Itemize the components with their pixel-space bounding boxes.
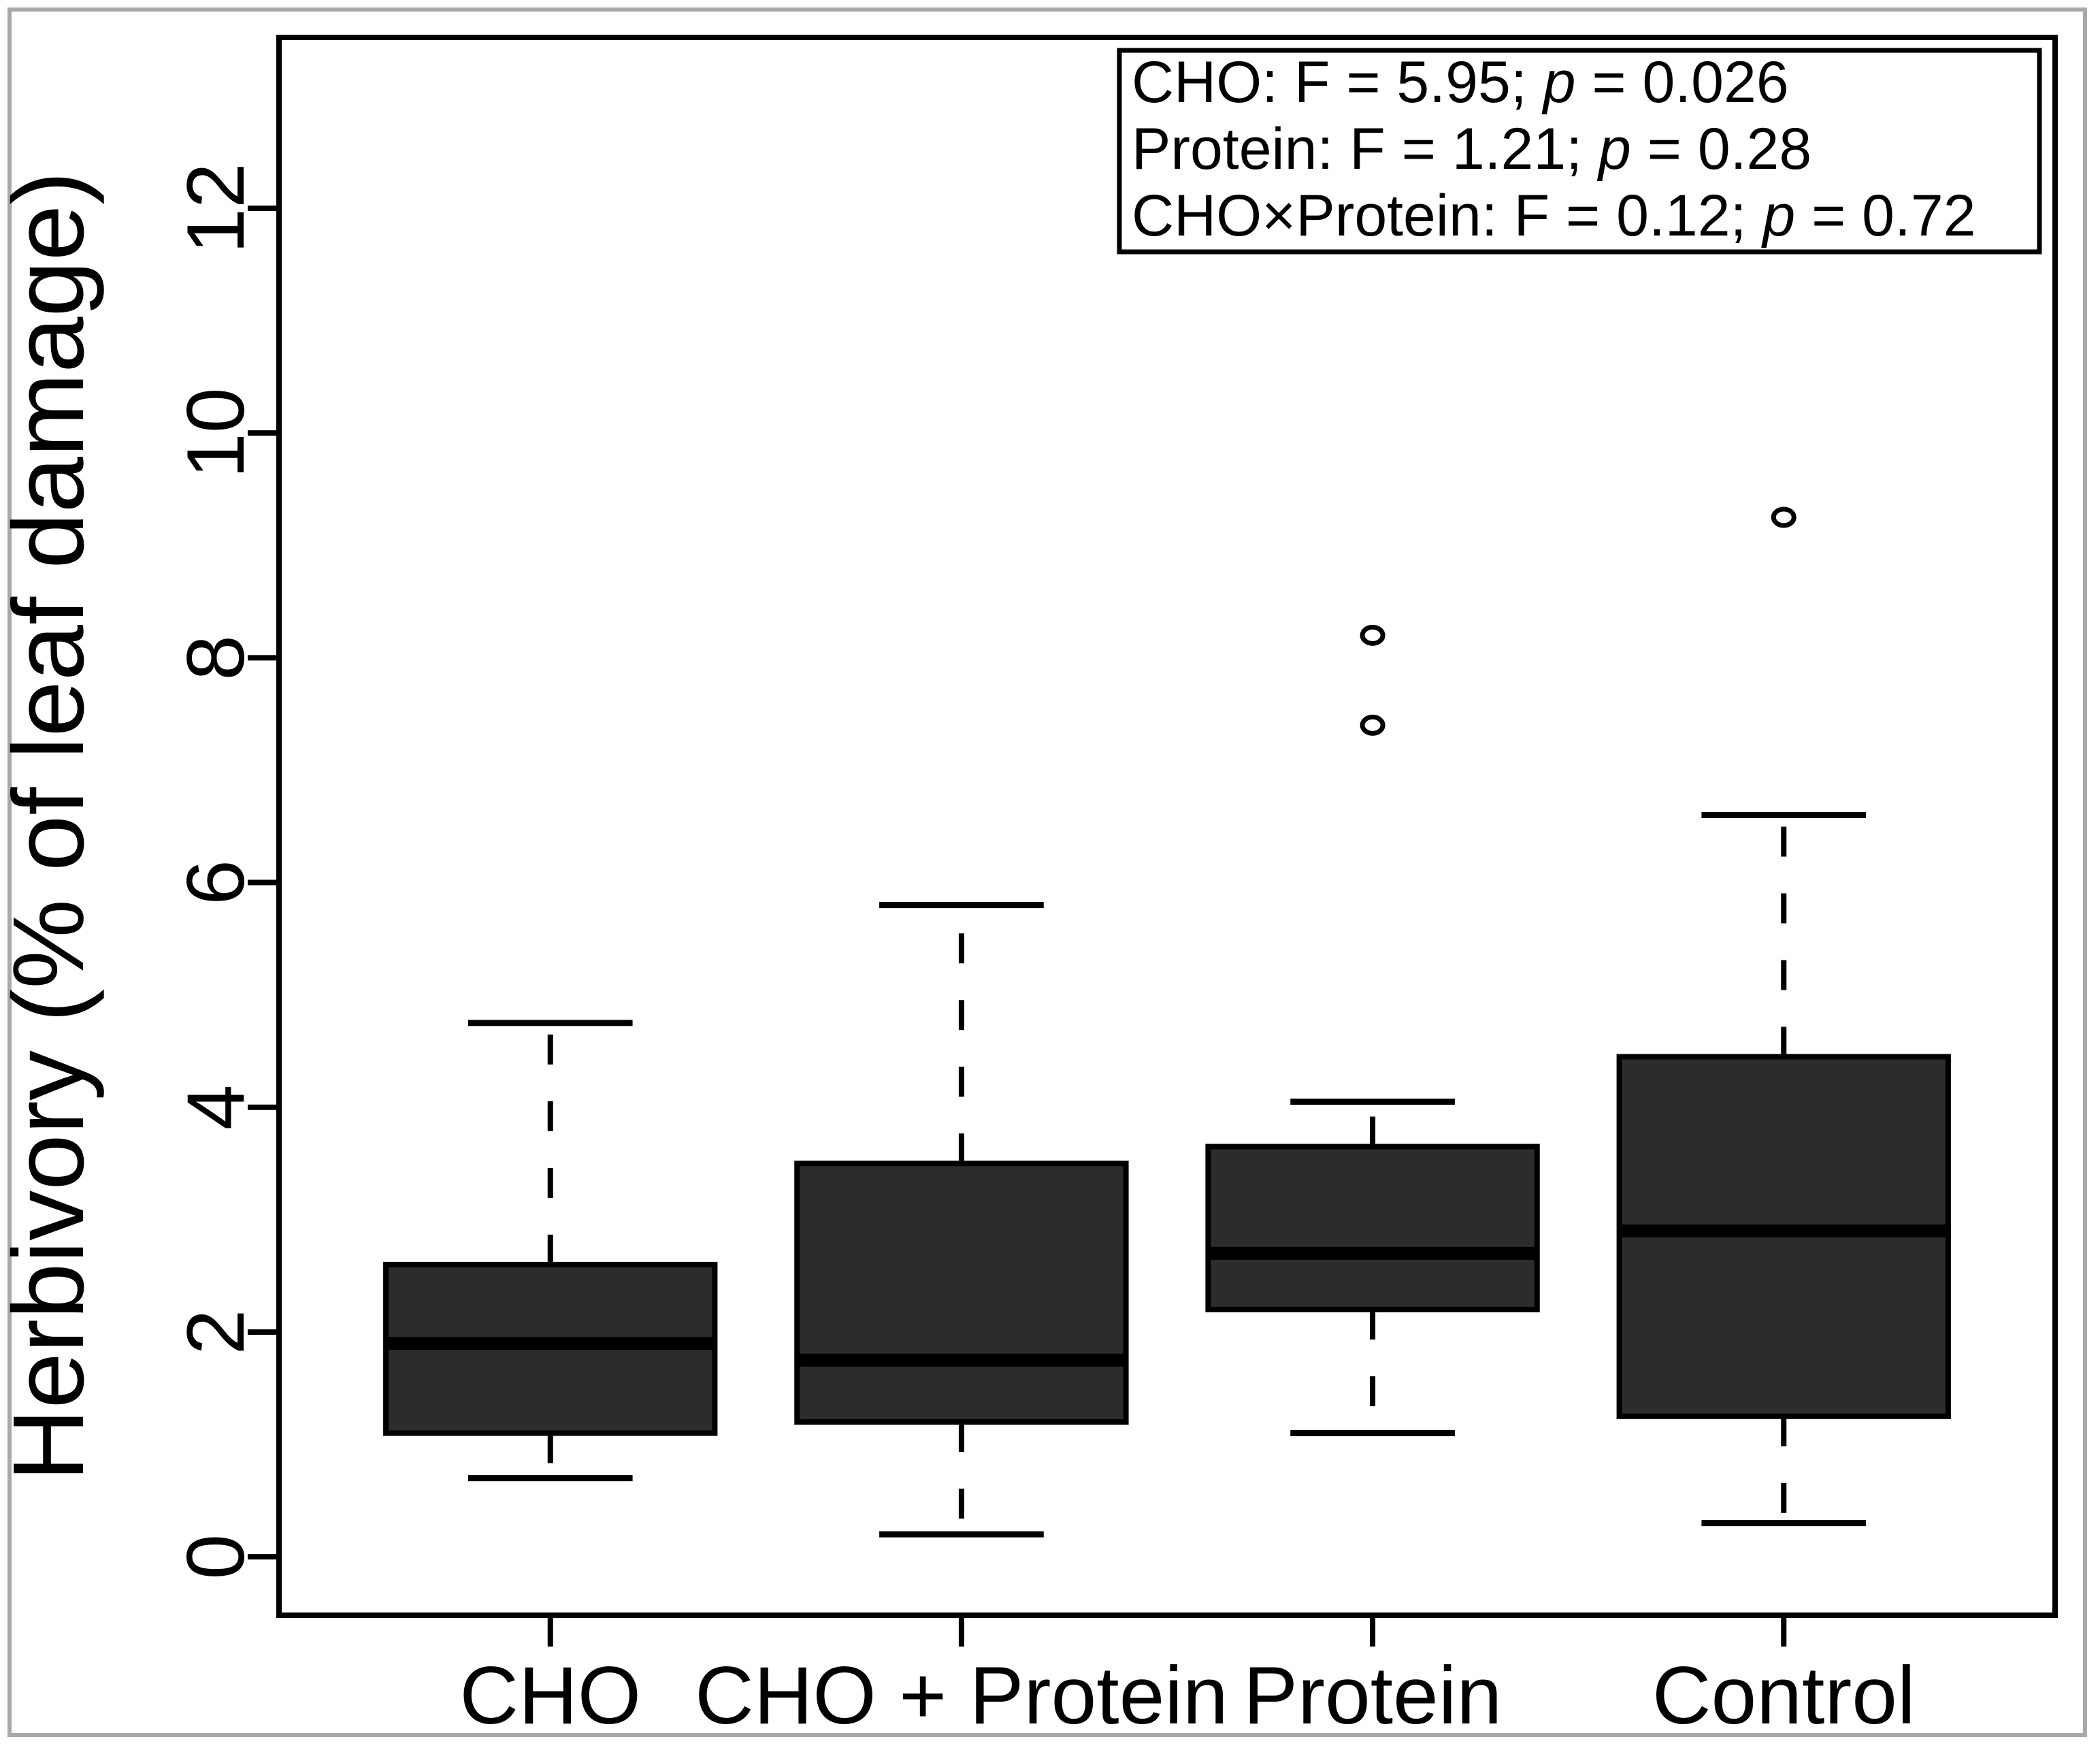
box-group-cho-protein xyxy=(794,1161,1129,1425)
y-tick-label: 12 xyxy=(170,163,261,253)
x-tick-label-control: Control xyxy=(1652,1650,1916,1741)
figure-border xyxy=(7,7,2087,1737)
plot-area-border xyxy=(276,35,2058,1618)
x-tick-label-protein: Protein xyxy=(1243,1650,1502,1741)
stats-line: Protein: F = 1.21; p = 0.28 xyxy=(1132,116,1811,182)
whiskers-layer xyxy=(467,811,1867,1538)
stats-line: CHO: F = 5.95; p = 0.026 xyxy=(1132,50,1789,115)
outlier-point-protein xyxy=(1360,714,1385,736)
x-tick-label-cho: CHO xyxy=(459,1650,641,1741)
box-group-control xyxy=(1616,1054,1951,1419)
y-tick-label: 10 xyxy=(170,387,261,478)
y-tick-label: 8 xyxy=(170,635,261,681)
y-tick-label: 4 xyxy=(170,1084,261,1130)
iqr-box-protein xyxy=(1205,1144,1540,1312)
y-tick-label: 6 xyxy=(170,860,261,905)
y-tick-label: 2 xyxy=(170,1310,261,1355)
boxes-layer xyxy=(383,1054,1951,1436)
iqr-box-cho-protein xyxy=(794,1161,1129,1425)
y-axis-title: Herbivory (% of leaf damage) xyxy=(0,172,105,1482)
outlier-point-protein xyxy=(1360,624,1385,646)
x-tick-label-cho-protein: CHO + Protein xyxy=(695,1650,1228,1741)
box-group-protein xyxy=(1205,1144,1540,1312)
box-group-cho xyxy=(383,1261,718,1436)
outliers-layer xyxy=(1360,506,1797,736)
stats-annotation-border xyxy=(1117,48,2042,255)
x-axis: CHO CHO + Protein Protein Control xyxy=(459,1615,1916,1741)
y-tick-label: 0 xyxy=(170,1534,261,1580)
y-axis: 0 2 4 6 8 10 12 xyxy=(170,163,279,1580)
outlier-point-control xyxy=(1771,506,1797,528)
stats-line: CHO×Protein: F = 0.12; p = 0.72 xyxy=(1132,183,1976,248)
